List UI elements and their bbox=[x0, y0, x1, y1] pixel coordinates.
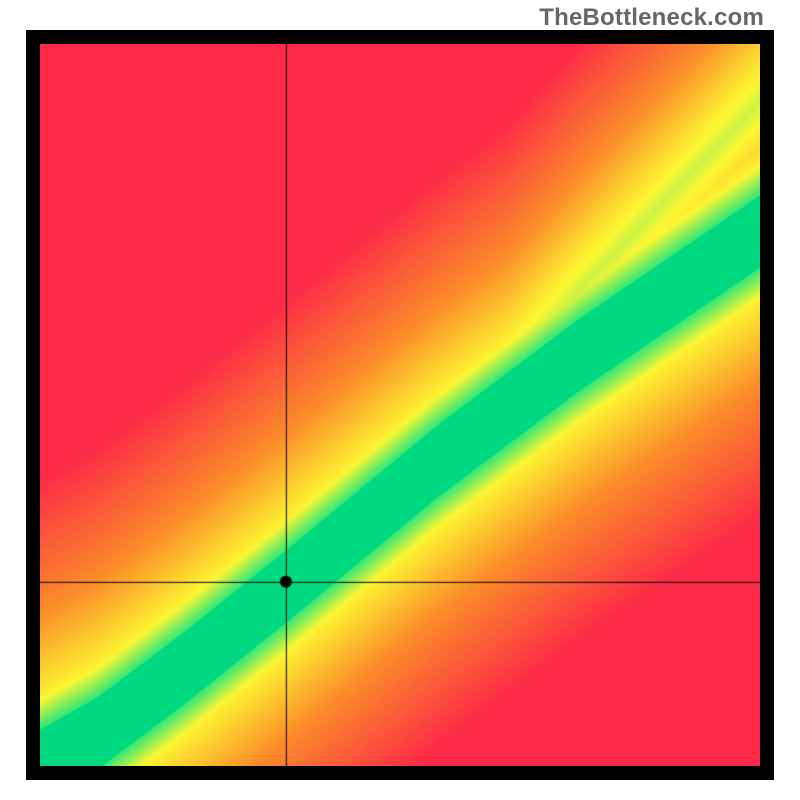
overlay-canvas bbox=[40, 44, 760, 766]
watermark-text: TheBottleneck.com bbox=[539, 4, 764, 32]
chart-container: { "watermark": { "text": "TheBottleneck.… bbox=[0, 0, 800, 800]
plot-frame bbox=[26, 30, 774, 780]
